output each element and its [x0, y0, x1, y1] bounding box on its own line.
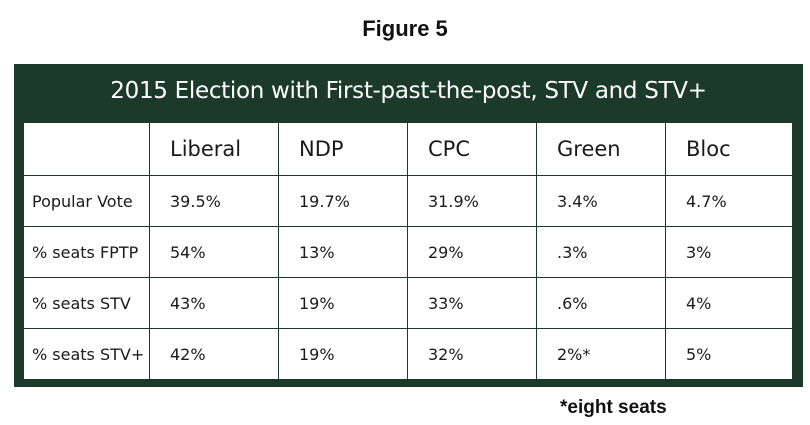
- row-label: Popular Vote: [23, 175, 150, 227]
- header-row: Liberal NDP CPC Green Bloc: [23, 122, 793, 176]
- table-cell: 32%: [407, 328, 537, 380]
- table-cell: 42%: [149, 328, 279, 380]
- table-cell: 4.7%: [665, 175, 793, 227]
- table-cell: 13%: [278, 226, 408, 278]
- results-panel: 2015 Election with First-past-the-post, …: [14, 64, 803, 387]
- column-header-bloc: Bloc: [665, 122, 793, 176]
- table-title: 2015 Election with First-past-the-post, …: [110, 78, 707, 104]
- table-cell: 3.4%: [536, 175, 666, 227]
- column-header-cpc: CPC: [407, 122, 537, 176]
- table-cell: 39.5%: [149, 175, 279, 227]
- table-row: % seats STV 43% 19% 33% .6% 4%: [23, 277, 793, 329]
- column-header-green: Green: [536, 122, 666, 176]
- footnote: *eight seats: [560, 397, 667, 418]
- column-header-liberal: Liberal: [149, 122, 279, 176]
- column-header: [23, 122, 150, 176]
- row-label: % seats STV+: [23, 328, 150, 380]
- table-container: Liberal NDP CPC Green Bloc Popular Vote …: [23, 122, 793, 380]
- table-cell: 29%: [407, 226, 537, 278]
- table-cell: 31.9%: [407, 175, 537, 227]
- table-cell: 33%: [407, 277, 537, 329]
- table-cell: .6%: [536, 277, 666, 329]
- figure-caption: Figure 5: [362, 16, 448, 41]
- table-row: Popular Vote 39.5% 19.7% 31.9% 3.4% 4.7%: [23, 175, 793, 227]
- table-cell: 4%: [665, 277, 793, 329]
- table-cell: 54%: [149, 226, 279, 278]
- table-cell: 3%: [665, 226, 793, 278]
- table-cell: .3%: [536, 226, 666, 278]
- row-label: % seats STV: [23, 277, 150, 329]
- table-row: % seats FPTP 54% 13% 29% .3% 3%: [23, 226, 793, 278]
- table-cell: 43%: [149, 277, 279, 329]
- table-row: % seats STV+ 42% 19% 32% 2%* 5%: [23, 328, 793, 380]
- row-label: % seats FPTP: [23, 226, 150, 278]
- table-cell: 5%: [665, 328, 793, 380]
- table-cell: 2%*: [536, 328, 666, 380]
- table-cell: 19%: [278, 277, 408, 329]
- table-cell: 19.7%: [278, 175, 408, 227]
- results-table: Liberal NDP CPC Green Bloc Popular Vote …: [23, 122, 793, 380]
- table-cell: 19%: [278, 328, 408, 380]
- column-header-ndp: NDP: [278, 122, 408, 176]
